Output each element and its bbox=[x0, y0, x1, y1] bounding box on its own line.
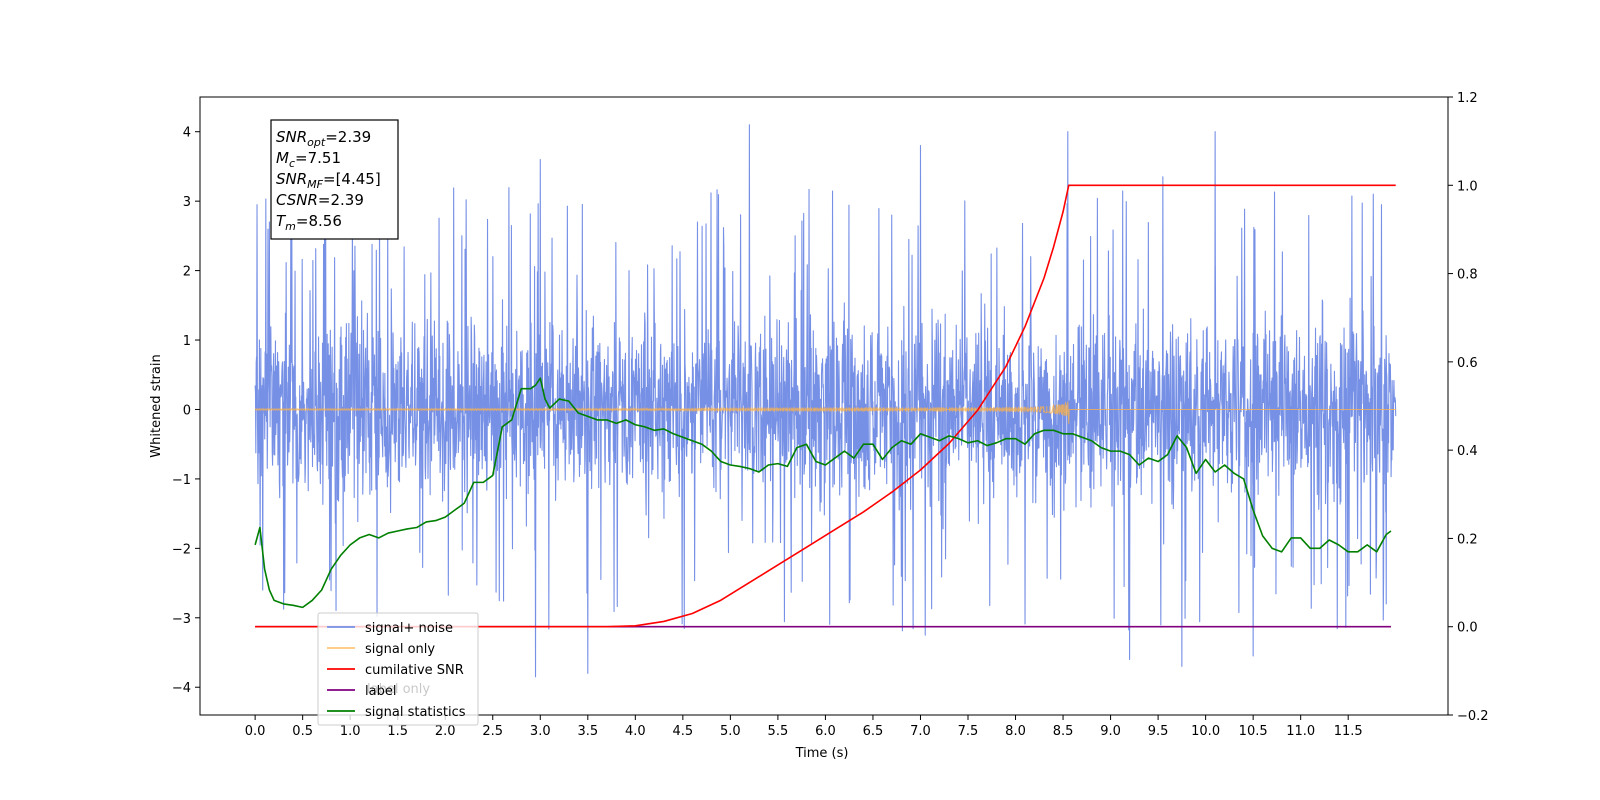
x-axis-label: Time (s) bbox=[795, 746, 849, 761]
info-subscript: opt bbox=[307, 136, 326, 149]
info-symbol: SNR bbox=[276, 170, 307, 188]
x-tick-label: 8.0 bbox=[1005, 724, 1026, 739]
legend: label only signal+ noise signal only cumila… bbox=[317, 612, 479, 726]
y2-tick-label: 0.6 bbox=[1457, 356, 1478, 371]
info-line: SNRopt=2.39 bbox=[276, 128, 371, 149]
info-line: Tm=8.56 bbox=[276, 212, 342, 233]
y-axis-label: Whitened strain bbox=[149, 354, 164, 457]
x-tick-label: 4.5 bbox=[673, 724, 694, 739]
legend-frame bbox=[317, 612, 479, 726]
y-tick-label: 3 bbox=[183, 195, 191, 210]
y-tick-label: 1 bbox=[183, 334, 191, 349]
x-tick-label: 5.5 bbox=[768, 724, 789, 739]
legend-overlapped-text: label only bbox=[367, 682, 430, 697]
x-tick-label: 11.0 bbox=[1286, 724, 1315, 739]
y2-tick-label: 0.8 bbox=[1457, 268, 1478, 283]
x-tick-label: 2.5 bbox=[482, 724, 503, 739]
y-tick-label: 0 bbox=[183, 403, 191, 418]
x-tick-label: 7.5 bbox=[958, 724, 979, 739]
info-symbol: SNR bbox=[276, 128, 307, 146]
legend-entry-label: label bbox=[365, 684, 396, 699]
y-tick-label: 2 bbox=[183, 265, 191, 280]
plot-frame bbox=[199, 96, 1449, 716]
x-tick-label: 6.0 bbox=[815, 724, 836, 739]
x-axis: 0.0 0.5 1.0 1.5 2.0 2.5 3.0 3.5 4.0 4.5 5.0 5.5 6.0 6… bbox=[245, 715, 1363, 739]
info-value: =2.39 bbox=[318, 191, 364, 209]
x-tick-label: 3.5 bbox=[577, 724, 598, 739]
x-tick-label: 4.0 bbox=[625, 724, 646, 739]
x-tick-label: 1.0 bbox=[340, 724, 361, 739]
x-tick-label: 0.5 bbox=[292, 724, 313, 739]
info-line: CSNR=2.39 bbox=[276, 191, 364, 209]
legend-entry-label: signal statistics bbox=[365, 705, 466, 720]
series-signal-plus-noise bbox=[254, 124, 1397, 678]
legend-entry-label: cumilative SNR bbox=[365, 663, 464, 678]
info-subscript: MF bbox=[307, 178, 323, 191]
x-tick-label: 5.0 bbox=[720, 724, 741, 739]
x-tick-label: 11.5 bbox=[1334, 724, 1363, 739]
y2-tick-label: 1.2 bbox=[1457, 91, 1478, 106]
info-symbol: M bbox=[276, 149, 289, 167]
x-tick-label: 2.0 bbox=[435, 724, 456, 739]
info-line: SNRMF=[4.45] bbox=[276, 170, 381, 191]
y-tick-label: −3 bbox=[172, 612, 191, 627]
y-axis-left: −4 −3 −2 −1 0 1 2 3 4 bbox=[172, 126, 200, 696]
y-tick-label: 4 bbox=[183, 126, 191, 141]
series-cumulative-snr bbox=[255, 184, 1396, 628]
x-tick-label: 8.5 bbox=[1053, 724, 1074, 739]
y-axis-right: −0.2 0.0 0.2 0.4 0.6 0.8 1.0 1.2 bbox=[1448, 91, 1489, 724]
legend-entry-label: signal+ noise bbox=[365, 621, 453, 636]
series-signal-statistics bbox=[254, 377, 1392, 609]
x-tick-label: 0.0 bbox=[245, 724, 266, 739]
info-box-frame bbox=[270, 119, 399, 240]
info-box: SNRopt=2.39Mc=7.51SNRMF=[4.45]CSNR=2.39T… bbox=[270, 119, 399, 240]
info-value: =[4.45] bbox=[323, 170, 381, 188]
legend-entry-label: signal only bbox=[365, 642, 435, 657]
series-layer bbox=[254, 124, 1397, 678]
x-tick-label: 9.5 bbox=[1148, 724, 1169, 739]
info-symbol: CSNR bbox=[276, 191, 318, 209]
x-tick-label: 3.0 bbox=[530, 724, 551, 739]
info-line: Mc=7.51 bbox=[276, 149, 341, 170]
y-tick-label: −2 bbox=[172, 542, 191, 557]
info-value: =7.51 bbox=[295, 149, 341, 167]
info-subscript: m bbox=[285, 220, 296, 233]
x-tick-label: 9.0 bbox=[1100, 724, 1121, 739]
info-subscript: c bbox=[289, 157, 295, 170]
x-tick-label: 7.0 bbox=[910, 724, 931, 739]
x-tick-label: 10.5 bbox=[1239, 724, 1268, 739]
y2-tick-label: 0.4 bbox=[1457, 444, 1478, 459]
y2-tick-label: 1.0 bbox=[1457, 179, 1478, 194]
y2-tick-label: 0.2 bbox=[1457, 532, 1478, 547]
info-symbol: T bbox=[276, 212, 287, 230]
y2-tick-label: 0.0 bbox=[1457, 621, 1478, 636]
info-value: =2.39 bbox=[325, 128, 371, 146]
x-tick-label: 6.5 bbox=[863, 724, 884, 739]
info-value: =8.56 bbox=[296, 212, 342, 230]
x-tick-label: 10.0 bbox=[1191, 724, 1220, 739]
y-tick-label: −4 bbox=[172, 681, 191, 696]
series-signal-only bbox=[254, 401, 1396, 424]
y2-tick-label: −0.2 bbox=[1457, 709, 1489, 724]
x-tick-label: 1.5 bbox=[387, 724, 408, 739]
y-tick-label: −1 bbox=[172, 473, 191, 488]
